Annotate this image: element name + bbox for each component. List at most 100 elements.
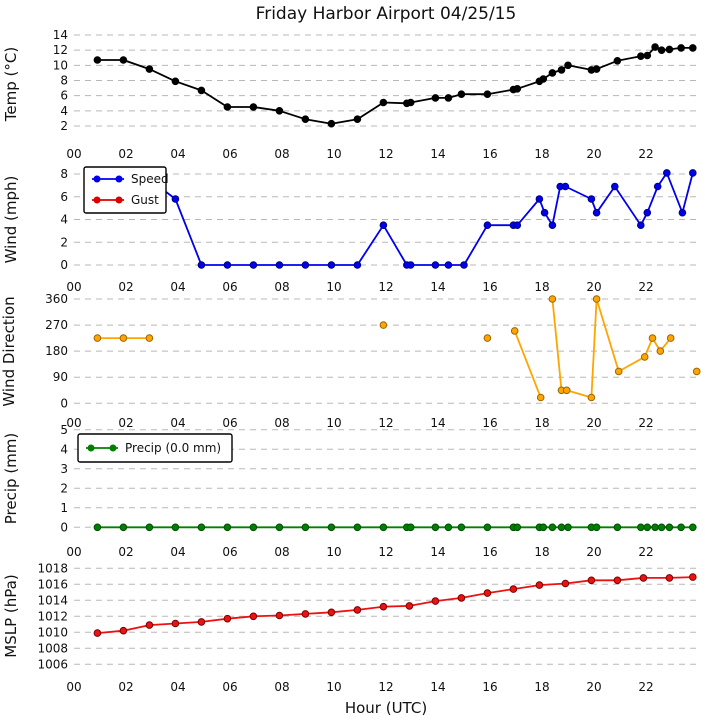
data-point-marker xyxy=(145,621,154,629)
mslp-axis-title: MSLP (hPa) xyxy=(2,574,20,657)
hour-tick-label: 18 xyxy=(534,416,549,430)
data-point-marker xyxy=(651,523,659,532)
hour-tick-label: 04 xyxy=(170,545,185,559)
hour-tick-label: 12 xyxy=(378,147,393,161)
hour-tick-label: 00 xyxy=(66,147,81,161)
hour-tick-label: 18 xyxy=(534,545,549,559)
data-point-marker xyxy=(197,523,206,532)
hour-tick-label: 12 xyxy=(378,416,393,430)
data-point-marker xyxy=(657,523,666,532)
legend-box xyxy=(77,433,233,463)
hour-tick-label: 14 xyxy=(430,680,445,694)
mslp-ytick-label: 1012 xyxy=(37,609,68,623)
data-point-marker xyxy=(535,581,544,589)
hour-tick-label: 20 xyxy=(586,280,601,294)
wind_dir-x-axis: 00 02 04 06 08 10 12 14 16 18 20 22 xyxy=(66,416,653,430)
data-point-marker xyxy=(513,221,522,229)
data-point-marker xyxy=(561,182,570,191)
data-point-marker xyxy=(587,195,596,203)
data-point-marker xyxy=(666,334,675,342)
mslp-ytick-label: 1010 xyxy=(37,625,68,639)
data-point-marker xyxy=(677,44,685,52)
precip-axis-title: Precip (mm) xyxy=(2,433,20,524)
data-point-marker xyxy=(592,65,601,73)
data-point-marker xyxy=(249,261,258,269)
data-point-marker xyxy=(692,367,701,376)
temp-ytick-label: 10 xyxy=(53,58,68,72)
precip-ytick-label: 0 xyxy=(60,520,68,534)
hour-tick-label: 14 xyxy=(430,545,445,559)
data-point-marker xyxy=(171,619,180,628)
data-point-marker xyxy=(689,523,697,532)
legend-marker xyxy=(115,175,123,183)
data-point-marker xyxy=(444,523,453,532)
data-point-marker xyxy=(665,523,674,532)
data-point-marker xyxy=(379,602,388,611)
data-point-marker xyxy=(301,261,310,269)
data-point-marker xyxy=(327,119,336,128)
temp-x-axis: 00 02 04 06 08 10 12 14 16 18 20 22 xyxy=(66,147,653,161)
data-point-marker xyxy=(431,94,440,102)
precip-ytick-label: 5 xyxy=(60,423,68,437)
data-point-marker xyxy=(119,523,128,532)
hour-tick-label: 08 xyxy=(274,545,289,559)
hour-tick-label: 06 xyxy=(222,147,237,161)
hour-tick-label: 20 xyxy=(586,416,601,430)
panel-wind_dir: 360 270 180 90 0 Wind Direction 00 02 04 06 08 10 12… xyxy=(0,292,701,430)
data-point-marker xyxy=(197,261,206,269)
hour-tick-label: 00 xyxy=(66,416,81,430)
temp-axis-title: Temp (°C) xyxy=(2,47,20,122)
data-point-marker xyxy=(614,367,623,376)
series-line xyxy=(97,576,693,634)
wind_dir-ytick-label: 90 xyxy=(53,370,68,384)
data-point-marker xyxy=(171,195,180,203)
mslp-ytick-label: 1006 xyxy=(37,657,68,671)
wind-series-speed xyxy=(164,169,697,269)
data-point-marker xyxy=(93,334,102,342)
data-point-marker xyxy=(301,523,310,532)
hour-tick-label: 12 xyxy=(378,545,393,559)
data-point-marker xyxy=(406,261,415,269)
data-point-marker xyxy=(249,612,258,621)
data-point-marker xyxy=(379,523,388,532)
data-point-marker xyxy=(613,57,622,65)
data-point-marker xyxy=(379,221,388,229)
data-point-marker xyxy=(457,90,466,98)
data-point-marker xyxy=(513,523,522,532)
data-point-marker xyxy=(249,523,258,532)
wind-ytick-label: 4 xyxy=(60,213,68,227)
legend-label: Speed xyxy=(131,172,169,186)
data-point-marker xyxy=(223,261,232,269)
data-point-marker xyxy=(689,169,697,177)
data-point-marker xyxy=(510,327,519,335)
x-axis-label: Hour (UTC) xyxy=(344,699,428,717)
hour-tick-label: 08 xyxy=(274,280,289,294)
hour-tick-label: 18 xyxy=(534,147,549,161)
hour-tick-label: 16 xyxy=(482,147,497,161)
temp-series-temperature xyxy=(93,43,697,128)
hour-tick-label: 08 xyxy=(274,680,289,694)
hour-tick-label: 20 xyxy=(586,147,601,161)
series-line xyxy=(513,330,542,398)
precip-ytick-label: 3 xyxy=(60,462,68,476)
hour-tick-label: 06 xyxy=(222,545,237,559)
data-point-marker xyxy=(145,523,154,532)
wind-ytick-label: 8 xyxy=(60,167,68,181)
chart-title: Friday Harbor Airport 04/25/15 xyxy=(255,4,517,24)
data-point-marker xyxy=(548,523,557,532)
data-point-marker xyxy=(457,594,466,602)
hour-tick-label: 16 xyxy=(482,545,497,559)
temp-ytick-label: 14 xyxy=(53,28,68,42)
data-point-marker xyxy=(275,523,284,532)
hour-tick-label: 00 xyxy=(66,680,81,694)
hour-tick-label: 04 xyxy=(170,680,185,694)
data-point-marker xyxy=(653,182,662,191)
mslp-y-axis: 1018 1016 1014 1012 1010 1008 1006 xyxy=(37,561,698,671)
data-point-marker xyxy=(557,523,566,532)
temp-ytick-label: 2 xyxy=(60,119,68,133)
data-point-marker xyxy=(301,115,310,123)
data-point-marker xyxy=(592,295,601,303)
mslp-ytick-label: 1018 xyxy=(37,561,68,575)
